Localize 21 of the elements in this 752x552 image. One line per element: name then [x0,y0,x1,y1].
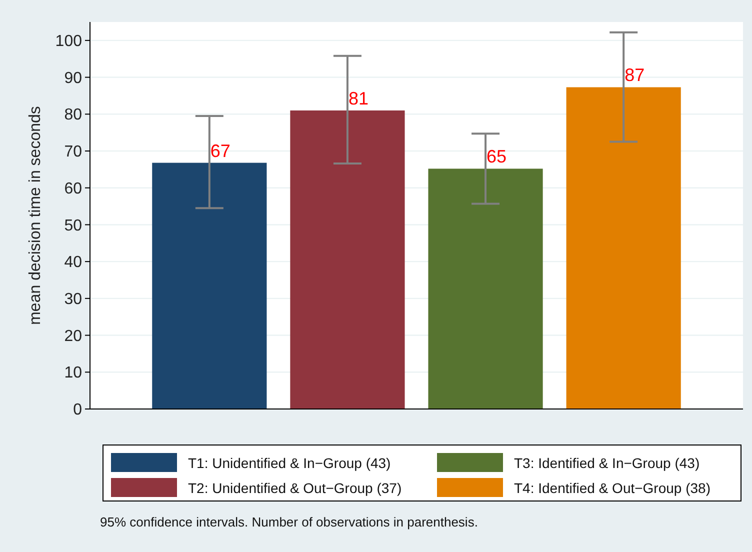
data-label: 81 [348,88,369,108]
legend-label: T4: Identified & Out−Group (38) [514,480,710,496]
y-axis-title: mean decision time in seconds [27,106,44,325]
legend-label: T2: Unidentified & Out−Group (37) [188,480,402,496]
data-label: 67 [210,140,230,161]
legend-label: T3: Identified & In−Group (43) [514,454,700,471]
y-tick-label: 20 [64,328,82,345]
y-tick-label: 0 [73,402,82,419]
y-tick-label: 10 [64,364,82,382]
data-label: 87 [624,65,645,86]
y-tick-label: 50 [64,217,82,234]
y-tick-label: 30 [64,291,82,308]
text: 95% confidence intervals. Number of observations in parenthesis. [100,514,478,530]
y-tick-label: 70 [64,144,82,161]
y-tick-label: 80 [64,106,82,124]
legend-label: T1: Unidentified & In−Group (43) [188,454,391,471]
y-tick-label: 40 [64,254,82,272]
y-tick-label: 100 [55,33,82,50]
y-tick-label: 90 [64,70,82,87]
y-tick-label: 60 [64,180,82,198]
data-label: 65 [486,146,507,167]
